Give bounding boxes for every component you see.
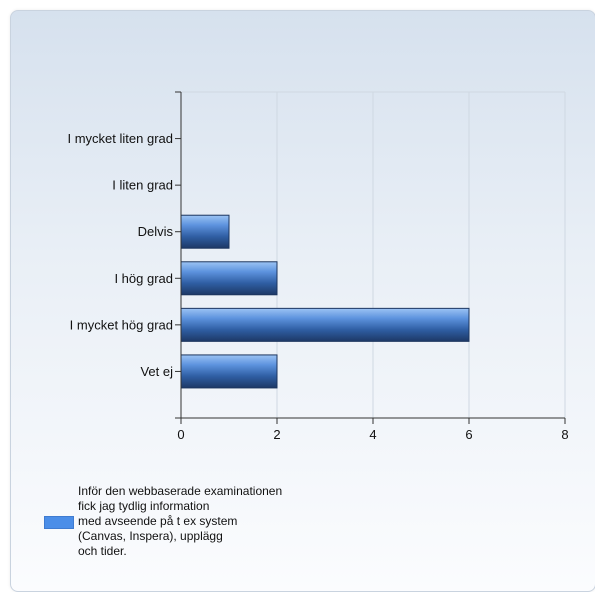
x-tick-label: 4: [369, 427, 376, 442]
bar-i-mycket-hög-grad: [180, 307, 470, 342]
x-tick-label: 8: [561, 427, 568, 442]
x-tick-label: 2: [273, 427, 280, 442]
y-tick-label: I mycket liten grad: [68, 131, 174, 146]
bar-vet-ej: [180, 354, 278, 389]
x-tick-label: 0: [177, 427, 184, 442]
bar-i-hög-grad: [180, 261, 278, 296]
gridlines: [181, 91, 566, 418]
legend-label: Inför den webbaserade examinationen fick…: [78, 484, 283, 558]
y-tick-label: Delvis: [138, 224, 174, 239]
y-tick-label: I liten grad: [112, 178, 173, 193]
bar-delvis: [180, 214, 230, 249]
y-tick-label: I hög grad: [114, 271, 173, 286]
y-tick-label: I mycket hög grad: [70, 317, 173, 332]
bars: [180, 214, 470, 389]
chart-panel: [10, 10, 595, 592]
x-tick-label: 6: [465, 427, 472, 442]
axis-labels: 0 2 4 6 8 I mycket liten grad I liten grad Delv…: [68, 131, 569, 442]
axes: [175, 91, 566, 424]
y-tick-label: Vet ej: [140, 364, 173, 379]
legend-swatch: [44, 516, 74, 529]
